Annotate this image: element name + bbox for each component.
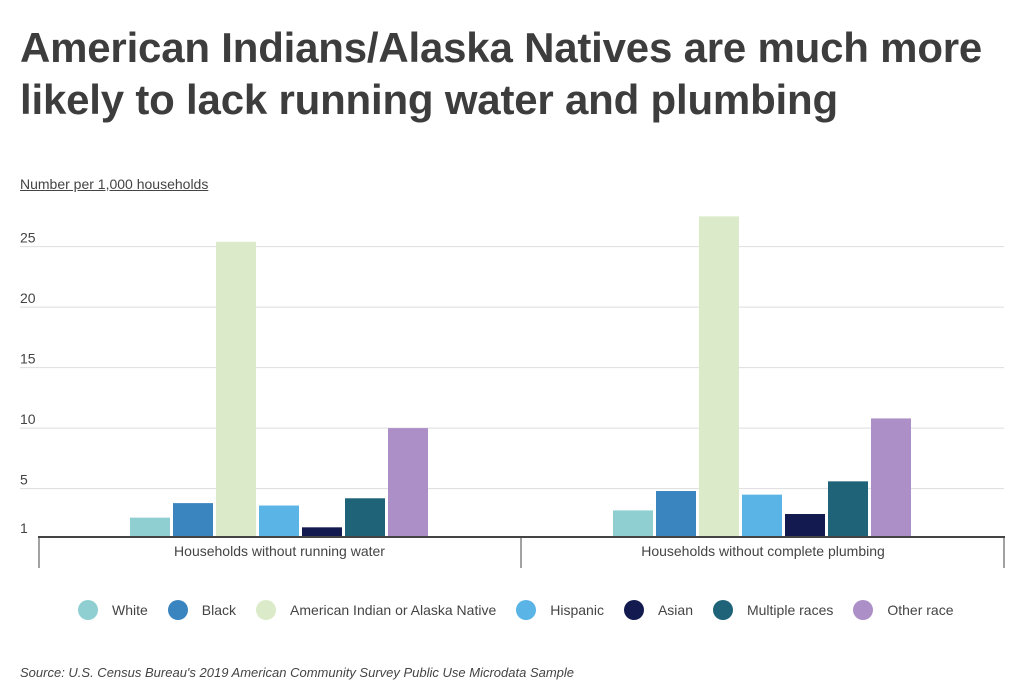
legend-item: American Indian or Alaska Native [256,600,496,620]
y-tick-label: 5 [20,472,28,488]
x-tick-label: Households without running water [174,543,385,559]
legend-label: White [112,602,148,618]
bar-white [613,510,653,537]
legend-item: Other race [853,600,954,620]
bar-other-race [871,418,911,537]
legend-swatch [167,600,188,620]
legend-swatch [623,600,644,620]
y-tick-label: 20 [20,290,36,306]
y-tick-label: 25 [20,230,36,246]
bar-american-indian-or-alaska-native [216,241,256,537]
bar-white [130,517,170,537]
y-axis-label: Number per 1,000 households [20,176,209,192]
legend-label: Multiple races [746,602,834,618]
bar-asian [302,527,342,537]
y-tick-label: 15 [20,351,36,367]
legend-item: Hispanic [516,600,604,620]
bar-black [656,491,696,537]
bar-black [173,503,213,537]
bar-american-indian-or-alaska-native [699,216,739,537]
chart-legend: White Black American Indian or Alaska Nati… [78,600,974,620]
legend-label: Black [201,602,237,618]
bar-hispanic [259,505,299,537]
y-tick-label: 10 [20,411,36,427]
legend-swatch [256,600,277,620]
y-tick-label: 1 [20,520,28,536]
bar-multiple-races [345,498,385,537]
chart-title: American Indians/Alaska Natives are much… [20,24,983,123]
legend-item: White [78,600,148,620]
legend-item: Asian [623,600,693,620]
legend-label: Other race [887,602,954,618]
legend-item: Black [167,600,237,620]
x-tick-label: Households without complete plumbing [641,543,885,559]
legend-swatch [712,600,733,620]
legend-swatch [853,600,874,620]
bar-other-race [388,428,428,537]
legend-label: American Indian or Alaska Native [290,602,497,618]
bar-multiple-races [828,481,868,537]
bar-asian [785,514,825,537]
source-note: Source: U.S. Census Bureau's 2019 Americ… [20,665,575,680]
legend-label: Asian [657,602,693,618]
legend-item: Multiple races [712,600,834,620]
bar-hispanic [742,494,782,537]
legend-swatch [78,600,98,620]
legend-swatch [516,600,537,620]
legend-label: Hispanic [550,602,604,618]
